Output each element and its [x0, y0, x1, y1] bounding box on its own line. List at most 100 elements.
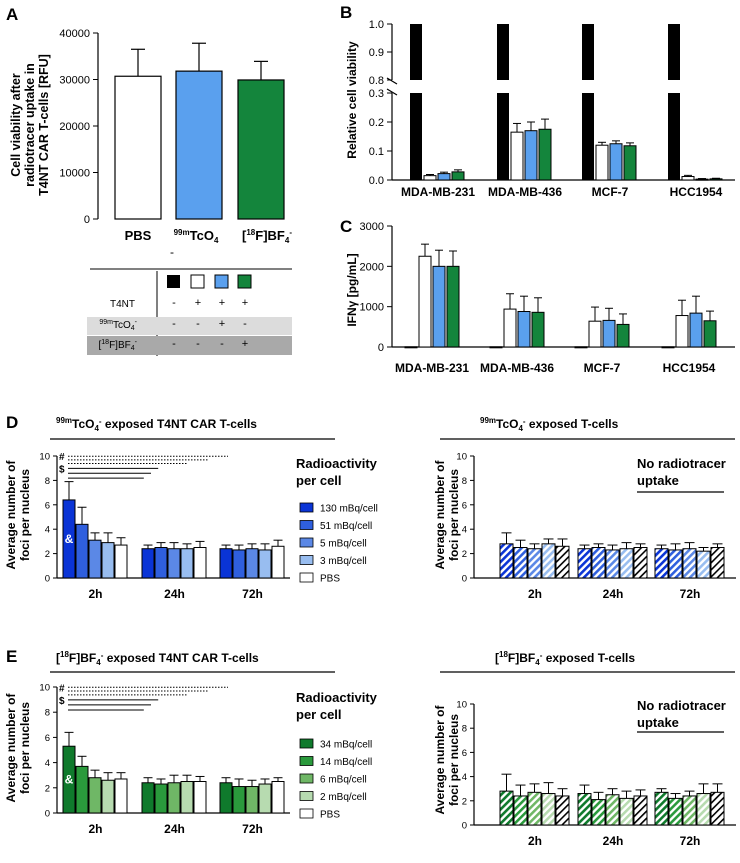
panel-e-left-y-tick-label: 2 [45, 783, 50, 794]
table-row-bf4: [18F]BF4- [99, 339, 138, 352]
panel-e-right-bar [555, 795, 570, 826]
panel-a-bar [175, 70, 223, 220]
panel-c-bar [432, 265, 446, 348]
panel-d-right-y-tick-label: 6 [462, 500, 467, 511]
panel-d-right-bar [577, 548, 592, 579]
panel-d-left-y-tick-label: 8 [45, 476, 50, 487]
panel-b-y-tick-label: 0.3 [369, 88, 384, 100]
panel-e-left-y-tick-label: 10 [39, 683, 50, 694]
panel-a-dash: - [170, 245, 174, 259]
panel-b-bar [524, 130, 538, 181]
panel-b-bar [681, 176, 695, 181]
panel-b-bar [538, 128, 552, 181]
panel-e-legend-label: 34 mBq/cell [320, 740, 372, 751]
panel-e-left-bar [101, 779, 115, 814]
table-cell: - [172, 338, 176, 350]
panel-e-left-sig-hash: # [59, 683, 65, 694]
panel-e-legend-swatch [299, 808, 314, 819]
panel-e-right-bar [577, 793, 592, 826]
panel-b-bar [668, 93, 680, 180]
panel-d-right-y-tick-label: 0 [462, 574, 467, 585]
panel-e-left-bar [62, 745, 76, 814]
panel-e-legend-label: 6 mBq/cell [320, 775, 367, 786]
panel-d-right-bar [654, 548, 669, 579]
panel-e-left-bar [271, 781, 285, 814]
panel-e-left-bar [88, 777, 102, 814]
panel-a-y-tick-label: 40000 [59, 28, 90, 40]
table-cell: - [172, 318, 176, 330]
panel-e-left-y-tick-label: 8 [45, 708, 50, 719]
panel-e-right-bar [591, 799, 606, 826]
panel-e-right-y-tick-label: 10 [456, 700, 467, 711]
panel-e-left-sig-amp: & [65, 773, 74, 787]
panel-d-right-category-label: 2h [528, 587, 542, 601]
panel-b-y-tick-label: 0.8 [369, 75, 384, 87]
panel-c-bar [703, 320, 717, 348]
panel-d-right-bar [633, 547, 648, 579]
panel-letter-b: B [340, 3, 352, 22]
panel-b-bar [497, 93, 509, 180]
panel-c-category-label: HCC1954 [663, 361, 716, 375]
table-cell: - [196, 318, 200, 330]
panel-c-bar [602, 319, 616, 348]
panel-a-y-tick-label: 0 [84, 214, 90, 226]
panel-e-right-category-label: 24h [603, 834, 624, 848]
panel-c-y-tick-label: 1000 [360, 302, 384, 314]
table-cell: - [243, 318, 247, 330]
panel-c-bar [404, 346, 418, 349]
panel-b-bar [410, 93, 422, 180]
panel-b-bar [695, 178, 709, 181]
panel-e-left-bar [114, 778, 128, 814]
panel-e-right-y-axis-label: Average number offoci per nucleus [433, 705, 461, 815]
table-cell: + [219, 297, 225, 309]
panel-d-left-bar [154, 547, 168, 579]
panel-d-left-bar [245, 548, 259, 579]
panel-e-right-y-tick-label: 6 [462, 748, 467, 759]
panel-d-legend-swatch [299, 555, 314, 565]
panel-d-left-bar [88, 539, 102, 579]
panel-d-legend-title: Radioactivity per cell [296, 456, 378, 488]
panel-d-right-y-tick-label: 4 [462, 525, 467, 536]
panel-d-right-bar [619, 548, 634, 579]
panel-b-y-tick-label: 0.1 [369, 146, 384, 158]
panel-letter-d: D [6, 413, 18, 432]
panel-e-left-bar [154, 783, 168, 814]
panel-e-left-y-tick-label: 6 [45, 733, 50, 744]
panel-d-left-bar [62, 499, 76, 579]
panel-e-right-bar [696, 793, 711, 826]
panel-e-right-bar [633, 795, 648, 826]
panel-b-bar [582, 24, 594, 80]
table-cell: + [195, 297, 201, 309]
panel-d-title-left: 99mTcO4- exposed T4NT CAR T-cells [56, 416, 257, 433]
panel-e-left-y-tick-label: 4 [45, 758, 50, 769]
panel-e-left-category-label: 24h [164, 822, 185, 836]
panel-a-bar [114, 75, 162, 220]
panel-d-right-bar [696, 550, 711, 579]
panel-e-left-bar [167, 782, 181, 814]
panel-d-right-bar [668, 549, 683, 579]
panel-d-left-bar [167, 548, 181, 579]
panel-b-category-label: HCC1954 [670, 185, 723, 199]
panel-d-legend-swatch [299, 502, 314, 513]
panel-c-category-label: MDA-MB-231 [395, 361, 469, 375]
panel-d-left-bar [232, 549, 246, 579]
panel-a-category-pbs: PBS [125, 228, 152, 243]
panel-e-right-bar [682, 795, 697, 826]
panel-b-bar [451, 171, 465, 181]
panel-c-y-tick-label: 2000 [360, 261, 384, 273]
panel-e-legend-swatch [299, 773, 314, 784]
panel-d-legend-swatch [299, 537, 314, 548]
panel-e-left-bar [245, 786, 259, 814]
panel-b-y-axis-label: Relative cell viability [345, 41, 359, 159]
panel-e-right-bar [605, 794, 620, 826]
panel-d-left-y-tick-label: 0 [45, 574, 50, 585]
panel-c-bar [588, 320, 602, 348]
panel-b-bar [609, 143, 623, 181]
panel-c-bar [503, 308, 517, 348]
panel-c-bar [418, 255, 432, 348]
panel-b-bar [582, 93, 594, 180]
panel-e-left-bar [258, 783, 272, 814]
panel-e-title-left: [18F]BF4- exposed T4NT CAR T-cells [56, 650, 259, 667]
panel-d-left-bar [141, 548, 155, 579]
